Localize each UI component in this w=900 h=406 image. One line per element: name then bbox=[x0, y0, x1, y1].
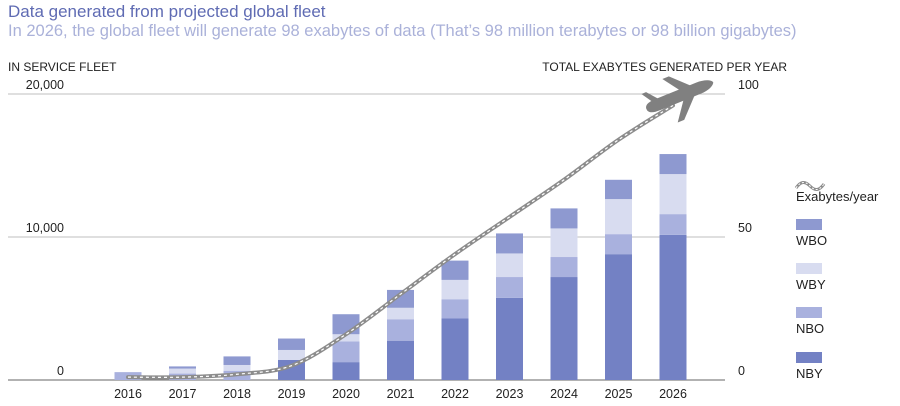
bar-wbo bbox=[278, 338, 305, 350]
bar-wbo bbox=[223, 356, 251, 365]
x-tick-label: 2022 bbox=[441, 387, 469, 401]
legend-label-wbo: WBO bbox=[796, 233, 827, 248]
bar-nby bbox=[441, 318, 469, 380]
bar-wby bbox=[659, 174, 687, 215]
bar-wbo bbox=[496, 233, 523, 254]
bar-wby bbox=[441, 279, 469, 300]
bar-nbo bbox=[550, 257, 578, 278]
legend-exabytes-icon bbox=[794, 181, 826, 191]
legend-exabytes-label: Exabytes/year bbox=[796, 189, 879, 204]
legend-label-nbo: NBO bbox=[796, 321, 824, 336]
y2-axis-title: TOTAL EXABYTES GENERATED PER YEAR bbox=[542, 60, 787, 74]
airplane-icon bbox=[641, 76, 714, 123]
bar-wby bbox=[387, 307, 414, 320]
y2-tick-label: 50 bbox=[738, 221, 752, 235]
bar-wby bbox=[332, 334, 360, 342]
x-tick-label: 2026 bbox=[659, 387, 687, 401]
legend-swatch-nbo bbox=[796, 307, 822, 318]
legend-label-nby: NBY bbox=[796, 366, 823, 381]
bar-wbo bbox=[441, 260, 469, 280]
y-axis-title: IN SERVICE FLEET bbox=[8, 60, 117, 74]
bar-nby bbox=[605, 254, 632, 380]
bar-wbo bbox=[387, 289, 414, 308]
chart-title: Data generated from projected global fle… bbox=[8, 2, 326, 21]
bar-nbo bbox=[659, 214, 687, 235]
bar-wbo bbox=[605, 179, 632, 200]
bar-nby bbox=[496, 297, 523, 380]
bar-nbo bbox=[441, 299, 469, 319]
bar-wby bbox=[605, 199, 632, 235]
legend-swatch-nby bbox=[796, 352, 822, 363]
legend-label-wby: WBY bbox=[796, 277, 826, 292]
bar-wby bbox=[550, 228, 578, 258]
chart-subtitle: In 2026, the global fleet will generate … bbox=[8, 22, 797, 40]
y-tick-label: 10,000 bbox=[26, 221, 64, 235]
x-tick-label: 2024 bbox=[550, 387, 578, 401]
bar-nby bbox=[550, 277, 578, 380]
x-tick-label: 2017 bbox=[169, 387, 197, 401]
bar-wby bbox=[223, 364, 251, 371]
bar-wbo bbox=[550, 208, 578, 229]
x-tick-label: 2025 bbox=[605, 387, 633, 401]
bar-wby bbox=[169, 368, 196, 374]
bar-wbo bbox=[169, 366, 196, 369]
legend-swatch-wbo bbox=[796, 219, 822, 230]
bar-nby bbox=[387, 340, 414, 380]
x-tick-label: 2020 bbox=[332, 387, 360, 401]
y-tick-label: 0 bbox=[57, 364, 64, 378]
y2-tick-label: 100 bbox=[738, 78, 759, 92]
bar-wby bbox=[278, 349, 305, 360]
bar-nbo bbox=[387, 319, 414, 341]
bar-wbo bbox=[659, 154, 687, 175]
x-tick-label: 2016 bbox=[114, 387, 142, 401]
bar-nbo bbox=[496, 277, 523, 298]
x-tick-label: 2021 bbox=[387, 387, 415, 401]
bar-nbo bbox=[332, 341, 360, 363]
x-tick-label: 2023 bbox=[496, 387, 524, 401]
y-tick-label: 20,000 bbox=[26, 78, 64, 92]
bar-wbo bbox=[332, 314, 360, 335]
y2-tick-label: 0 bbox=[738, 364, 745, 378]
x-tick-label: 2019 bbox=[278, 387, 306, 401]
bar-nby bbox=[659, 234, 687, 380]
x-tick-label: 2018 bbox=[223, 387, 251, 401]
exabytes-line-dash bbox=[127, 104, 674, 378]
legend-swatch-wby bbox=[796, 263, 822, 274]
bar-nby bbox=[332, 362, 360, 380]
bar-nbo bbox=[605, 234, 632, 255]
bar-wby bbox=[496, 253, 523, 278]
